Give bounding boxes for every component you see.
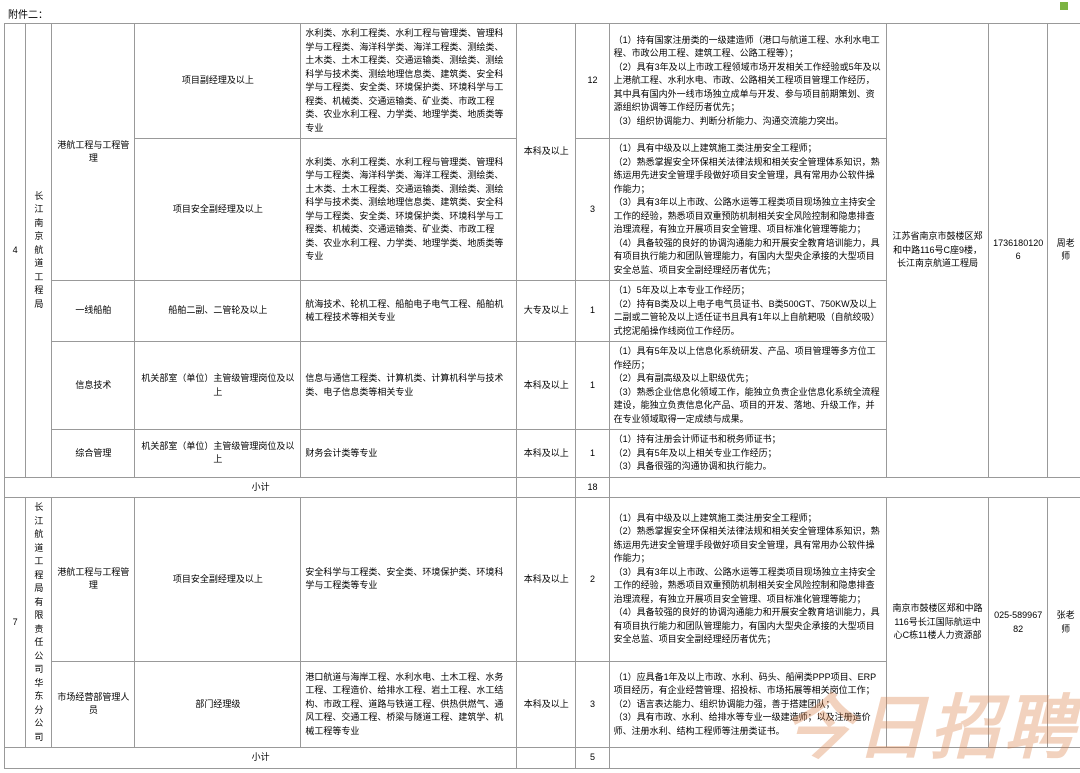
contact: 张老师 (1048, 498, 1080, 748)
cat: 综合管理 (52, 430, 135, 478)
num: 1 (576, 281, 609, 342)
addr: 江苏省南京市鼓楼区郑和中路116号C座9楼，长江南京航道工程局 (887, 24, 989, 478)
subtotal-n: 18 (576, 477, 609, 498)
cat: 港航工程与工程管理 (52, 24, 135, 281)
maj: 航海技术、轮机工程、船舶电子电气工程、船舶机械工程技术等相关专业 (301, 281, 517, 342)
num: 1 (576, 342, 609, 430)
edu: 本科及以上 (517, 430, 576, 478)
tel: 17361801206 (989, 24, 1048, 478)
attachment-label: 附件二： (4, 4, 1080, 23)
maj: 安全科学与工程类、安全类、环境保护类、环境科学与工程类等专业 (301, 498, 517, 662)
cat: 市场经营部管理人员 (52, 661, 135, 747)
org-name: 长江航道工程局有限责任公司华东分公司 (26, 498, 52, 748)
pos: 部门经理级 (135, 661, 301, 747)
cat: 一线船舶 (52, 281, 135, 342)
pos: 项目副经理及以上 (135, 24, 301, 139)
pos: 机关部室（单位）主管级管理岗位及以上 (135, 342, 301, 430)
req: （1）具有中级及以上建筑施工类注册安全工程师； （2）熟悉掌握安全环保相关法律法… (609, 498, 886, 662)
pos: 项目安全副经理及以上 (135, 139, 301, 281)
req: （1）持有国家注册类的一级建造师（港口与航道工程、水利水电工程、市政公用工程、建… (609, 24, 886, 139)
pos: 船舶二副、二管轮及以上 (135, 281, 301, 342)
subtotal-lbl: 小计 (5, 748, 517, 769)
num: 12 (576, 24, 609, 139)
req: （1）5年及以上本专业工作经历； （2）持有B类及以上电子电气员证书、B类500… (609, 281, 886, 342)
tel: 025-58996782 (989, 498, 1048, 748)
req: （1）具有5年及以上信息化系统研发、产品、项目管理等多方位工作经历； （2）具有… (609, 342, 886, 430)
edu: 本科及以上 (517, 498, 576, 662)
edu: 本科及以上 (517, 342, 576, 430)
req: （1）应具备1年及以上市政、水利、码头、船闸类PPP项目、ERP项目经历，有企业… (609, 661, 886, 747)
contact: 周老师 (1048, 24, 1080, 478)
maj: 财务会计类等专业 (301, 430, 517, 478)
edu: 本科及以上 (517, 661, 576, 747)
recruitment-table: 4 长江南京航道工程局 港航工程与工程管理 项目副经理及以上 水利类、水利工程类… (4, 23, 1080, 769)
req: （1）持有注册会计师证书和税务师证书； （2）具有5年及以上相关专业工作经历； … (609, 430, 886, 478)
blank (609, 477, 1080, 498)
num: 3 (576, 139, 609, 281)
org-idx: 4 (5, 24, 26, 478)
subtotal-lbl: 小计 (5, 477, 517, 498)
pos: 项目安全副经理及以上 (135, 498, 301, 662)
blank (609, 748, 1080, 769)
num: 3 (576, 661, 609, 747)
edu: 本科及以上 (517, 24, 576, 281)
subtotal-n: 5 (576, 748, 609, 769)
num: 1 (576, 430, 609, 478)
blank (517, 748, 576, 769)
maj: 港口航道与海岸工程、水利水电、土木工程、水务工程、工程造价、给排水工程、岩土工程… (301, 661, 517, 747)
blank (517, 477, 576, 498)
maj: 水利类、水利工程类、水利工程与管理类、管理科学与工程类、海洋科学类、海洋工程类、… (301, 24, 517, 139)
org-name: 长江南京航道工程局 (26, 24, 52, 478)
org-idx: 7 (5, 498, 26, 748)
pos: 机关部室（单位）主管级管理岗位及以上 (135, 430, 301, 478)
req: （1）具有中级及以上建筑施工类注册安全工程师； （2）熟悉掌握安全环保相关法律法… (609, 139, 886, 281)
green-marker (1060, 2, 1068, 10)
num: 2 (576, 498, 609, 662)
maj: 水利类、水利工程类、水利工程与管理类、管理科学与工程类、海洋科学类、海洋工程类、… (301, 139, 517, 281)
addr: 南京市鼓楼区郑和中路116号长江国际航运中心C栋11楼人力资源部 (887, 498, 989, 748)
maj: 信息与通信工程类、计算机类、计算机科学与技术类、电子信息类等相关专业 (301, 342, 517, 430)
cat: 港航工程与工程管理 (52, 498, 135, 662)
cat: 信息技术 (52, 342, 135, 430)
edu: 大专及以上 (517, 281, 576, 342)
